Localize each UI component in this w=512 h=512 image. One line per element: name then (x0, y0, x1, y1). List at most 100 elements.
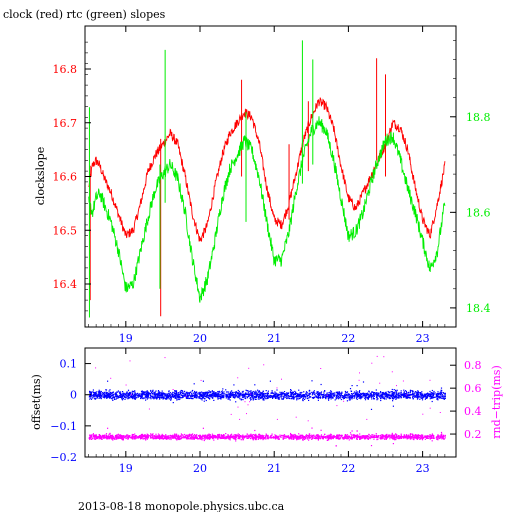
scatter-point (162, 396, 165, 398)
scatter-point (209, 438, 211, 440)
scatter-point (114, 392, 117, 394)
scatter-point (277, 396, 279, 399)
scatter-point (255, 396, 257, 398)
scatter-point (348, 439, 350, 441)
scatter-point (135, 394, 137, 396)
scatter-point (221, 396, 223, 398)
scatter-point (432, 437, 434, 439)
scatter-point (403, 435, 405, 437)
scatter-point (444, 437, 446, 439)
scatter-point (200, 435, 203, 437)
scatter-point (146, 398, 148, 400)
scatter-point (126, 391, 128, 393)
scatter-point (423, 393, 425, 395)
scatter-point (359, 438, 361, 440)
scatter-point (132, 434, 135, 436)
scatter-point (433, 435, 435, 437)
scatter-point (318, 393, 320, 396)
scatter-point (134, 397, 137, 399)
scatter-point (220, 435, 222, 437)
scatter-point (173, 392, 175, 394)
scatter-point (221, 392, 223, 394)
scatter-point (437, 394, 439, 396)
scatter-point (176, 437, 178, 439)
scatter-point (132, 392, 134, 394)
scatter-point (143, 392, 145, 394)
scatter-point (381, 434, 383, 436)
scatter-point (295, 393, 297, 395)
scatter-point (98, 394, 100, 397)
scatter-point (410, 394, 412, 396)
scatter-point (362, 396, 364, 398)
scatter-point (347, 393, 349, 395)
scatter-point (392, 396, 394, 398)
scatter-point (231, 393, 233, 395)
scatter-point (262, 394, 264, 396)
scatter-point (150, 396, 152, 398)
scatter-point (334, 399, 336, 401)
scatter-point (382, 397, 384, 399)
scatter-point (267, 396, 269, 398)
scatter-point (105, 393, 107, 395)
scatter-point (266, 435, 268, 437)
scatter-point (210, 436, 212, 438)
scatter-point (436, 435, 439, 437)
scatter-point (417, 392, 419, 394)
scatter-point (213, 392, 215, 394)
scatter-point (98, 394, 100, 396)
scatter-point (275, 394, 277, 396)
scatter-point (379, 437, 381, 439)
scatter-point (274, 437, 276, 439)
scatter-point (403, 436, 405, 438)
scatter-point (254, 395, 256, 397)
scatter-point (199, 434, 201, 436)
scatter-point (165, 435, 167, 437)
scatter-point (146, 391, 148, 393)
scatter-point (247, 390, 249, 392)
scatter-point (398, 395, 400, 397)
scatter-point (237, 433, 239, 435)
scatter-point (177, 393, 179, 395)
scatter-point (356, 395, 359, 397)
scatter-point (233, 396, 235, 398)
scatter-point (325, 396, 327, 398)
scatter-point (90, 438, 93, 440)
scatter-point (238, 434, 240, 436)
scatter-point (220, 393, 222, 395)
scatter-point (149, 435, 151, 437)
scatter-point (351, 396, 353, 398)
scatter-point (254, 392, 256, 394)
scatter-point (120, 393, 122, 395)
scatter-point (355, 390, 357, 392)
scatter-point (317, 438, 319, 440)
scatter-point (147, 437, 150, 439)
scatter-point (109, 397, 111, 399)
scatter-point (162, 435, 164, 437)
scatter-point (210, 393, 213, 395)
scatter-point (391, 434, 393, 436)
scatter-point (94, 435, 96, 438)
scatter-point (294, 393, 296, 395)
scatter-point (381, 436, 383, 438)
scatter-point (346, 397, 348, 399)
scatter-point (259, 397, 261, 399)
scatter-point (370, 408, 373, 410)
scatter-point (384, 395, 386, 397)
scatter-point (174, 390, 176, 392)
scatter-point (140, 396, 142, 398)
scatter-point (112, 391, 114, 393)
scatter-point (146, 438, 148, 440)
scatter-point (314, 396, 316, 398)
scatter-point (227, 437, 229, 439)
scatter-point (201, 436, 203, 438)
scatter-point (120, 391, 122, 393)
scatter-point (90, 435, 93, 437)
scatter-point (251, 391, 253, 393)
scatter-point (243, 436, 246, 439)
scatter-point (409, 436, 411, 439)
scatter-point (261, 393, 263, 395)
scatter-point (112, 394, 114, 396)
scatter-point (335, 436, 337, 438)
scatter-point (278, 398, 280, 400)
scatter-point (245, 389, 247, 391)
